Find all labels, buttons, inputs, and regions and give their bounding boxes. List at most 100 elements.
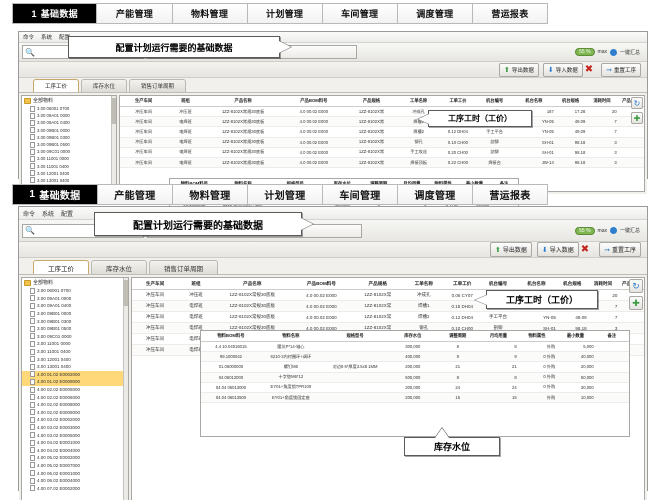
column-header[interactable]: 库存水位: [389, 331, 437, 342]
tree-node[interactable]: 3.00 11001 0400: [22, 348, 128, 356]
inner-tab-2[interactable]: 库存水位: [81, 79, 128, 92]
column-header[interactable]: 消耗时间: [586, 96, 618, 107]
column-header[interactable]: 工单工价: [439, 96, 477, 107]
column-header[interactable]: 机台名称: [512, 96, 555, 107]
zoom-widget-bottom[interactable]: 55 % max 一键汇总: [575, 226, 644, 235]
tree-node[interactable]: 3.00 09B01 0000: [22, 310, 128, 318]
close-button-top[interactable]: ✖: [584, 63, 594, 75]
tree-node[interactable]: 3.00 09B01 0300: [22, 134, 116, 141]
inner-tab-2[interactable]: 库存水位: [91, 260, 147, 274]
column-header[interactable]: 班组: [167, 96, 204, 107]
column-header[interactable]: 机台编号: [476, 96, 513, 107]
tree-node[interactable]: 4.00 04.02 E0001000: [22, 439, 128, 447]
column-header[interactable]: 产品数量: [617, 96, 644, 107]
tree-node[interactable]: 3.00 06001 0700: [22, 105, 116, 112]
tree-root-node[interactable]: 全部物料: [22, 96, 116, 105]
table-row[interactable]: 04.04 06013500 EY01+角度锁固定座 200,000 15 15 外购 10…: [201, 392, 629, 404]
tree-node[interactable]: 3.00 09A01 0400: [22, 302, 128, 310]
zoom-handle-icon[interactable]: [609, 227, 617, 234]
column-header[interactable]: 月均用量: [479, 331, 518, 342]
column-header[interactable]: 机台规格: [556, 278, 588, 290]
column-header[interactable]: 产品BOM料号: [290, 278, 353, 290]
menu-item-2[interactable]: 系统: [42, 211, 55, 218]
tree-node[interactable]: 3.00 13001 0400: [22, 177, 116, 184]
column-header[interactable]: 物料名称: [260, 331, 321, 342]
column-header[interactable]: 产品BOM料号: [282, 96, 346, 107]
column-header[interactable]: 消耗时间: [587, 278, 619, 290]
tree-node[interactable]: 3.00 12001 0400: [22, 170, 116, 177]
tree-node[interactable]: 4.00 05.02 E0002000: [22, 454, 128, 462]
tree-scroll-thumb[interactable]: [123, 280, 128, 306]
table-row[interactable]: 01.06000000 螺钉M6 对边8 6*厚度3.5x8 1MM 200,000 2…: [201, 361, 629, 373]
inner-tab-3[interactable]: 销售订单周期: [149, 260, 218, 274]
tree-node[interactable]: 3.00 09C01 0000: [22, 333, 128, 341]
column-header[interactable]: 工单工价: [444, 278, 481, 290]
column-header[interactable]: 工单名称: [403, 278, 445, 290]
tree-node[interactable]: 4.00 01.02 E0009000: [22, 378, 128, 386]
tree-node[interactable]: 3.00 09B01 0000: [22, 127, 116, 134]
export-data-button-bottom[interactable]: ⬆ 导出数据: [489, 242, 532, 257]
main-tab-2[interactable]: 产能管理: [97, 185, 173, 204]
tree-node[interactable]: 4.00 02.02 E0006000: [22, 393, 128, 401]
column-header[interactable]: 产品名称: [213, 278, 291, 290]
tree-node[interactable]: 4.00 03.02 E0005000: [22, 431, 128, 439]
main-tab-strip-bottom[interactable]: 1 基础数据 产能管理 物料管理 计划管理 车间管理 调度管理 营运报表: [12, 184, 548, 205]
zoom-widget-top[interactable]: 55 % max 一键汇总: [575, 48, 644, 56]
tree-node[interactable]: 4.00 06.02 E0004000: [22, 477, 128, 485]
tree-node[interactable]: 4.00 02.02 E0008000: [22, 401, 128, 409]
main-tab-2[interactable]: 产能管理: [97, 4, 173, 23]
tree-node[interactable]: 3.00 09B01 0300: [22, 317, 128, 325]
main-tab-3[interactable]: 物料管理: [172, 4, 248, 23]
tree-node[interactable]: 3.00 09B01 0500: [22, 141, 116, 148]
main-tab-strip-top[interactable]: 1 基础数据 产能管理 物料管理 计划管理 车间管理 调度管理 营运报表: [12, 3, 548, 24]
main-tab-1[interactable]: 1 基础数据: [13, 185, 98, 204]
tree-node[interactable]: 3.00 13001 0400: [22, 363, 128, 371]
main-tab-1[interactable]: 1 基础数据: [13, 4, 98, 23]
import-data-button-bottom[interactable]: ⬇ 导入数据: [536, 242, 579, 257]
zoom-handle-icon[interactable]: [609, 48, 617, 56]
tree-node[interactable]: 4.00 03.02 E0002000: [22, 416, 128, 424]
tree-node[interactable]: 3.00 09A01 0000: [22, 112, 116, 119]
tree-node[interactable]: 4.00 02.02 E0009000: [22, 409, 128, 417]
main-tab-6[interactable]: 调度管理: [397, 4, 473, 23]
refresh-icon-button-bottom[interactable]: ↻: [629, 279, 643, 293]
column-header[interactable]: 规格型号: [320, 331, 390, 342]
refresh-icon-button-top[interactable]: ↻: [631, 97, 643, 109]
import-data-button-top[interactable]: ⬇ 导入数据: [542, 62, 583, 77]
column-header[interactable]: 生产车间: [132, 278, 179, 290]
tree-node[interactable]: 3.00 11001 0400: [22, 163, 116, 170]
column-header[interactable]: 机台名称: [515, 278, 557, 290]
column-header[interactable]: 物料BOM料号: [201, 331, 261, 342]
reset-process-button-top[interactable]: ➞ 重置工序: [601, 62, 641, 77]
column-header[interactable]: 机台编号: [480, 278, 516, 290]
menu-item-2[interactable]: 系统: [41, 35, 53, 41]
column-header[interactable]: 产品名称: [203, 96, 283, 107]
reset-process-button-bottom[interactable]: ➞ 重置工序: [599, 242, 641, 257]
inner-tab-1[interactable]: 工序工价: [33, 79, 80, 92]
column-header[interactable]: 备注: [594, 331, 629, 342]
close-button-bottom[interactable]: ✖: [580, 243, 590, 255]
tree-node[interactable]: 3.00 09A01 0400: [22, 119, 116, 126]
tree-node[interactable]: 4.00 07.02 E0002000: [22, 484, 128, 492]
menu-bar-top[interactable]: 命令 系统 配置: [19, 32, 647, 43]
main-tab-6[interactable]: 调度管理: [397, 185, 473, 204]
tree-node[interactable]: 4.00 05.02 E0007000: [22, 462, 128, 470]
material-tree-bottom[interactable]: 全部物料 3.00 06001 0700 3.00 09A01 0000 3.00 …: [21, 277, 129, 500]
main-tab-5[interactable]: 车间管理: [322, 185, 398, 204]
main-tab-3[interactable]: 物料管理: [172, 185, 248, 204]
menu-item-1[interactable]: 命令: [23, 35, 35, 41]
table-row[interactable]: 04.04 06013000 EY01+角度锁TPR100 300,000 24 24 0…: [201, 382, 629, 393]
tree-node[interactable]: 3.00 12001 0400: [22, 355, 128, 363]
export-data-button-top[interactable]: ⬆ 导出数据: [498, 62, 539, 77]
table-row[interactable]: 04.06012000 十字垫M6*12 500,000 8 8 0 外购 50,000: [201, 372, 629, 383]
add-icon-button-bottom[interactable]: ✚: [629, 296, 643, 310]
tree-scrollbar-bottom[interactable]: [123, 278, 128, 500]
column-header[interactable]: 产品规格: [352, 278, 404, 290]
